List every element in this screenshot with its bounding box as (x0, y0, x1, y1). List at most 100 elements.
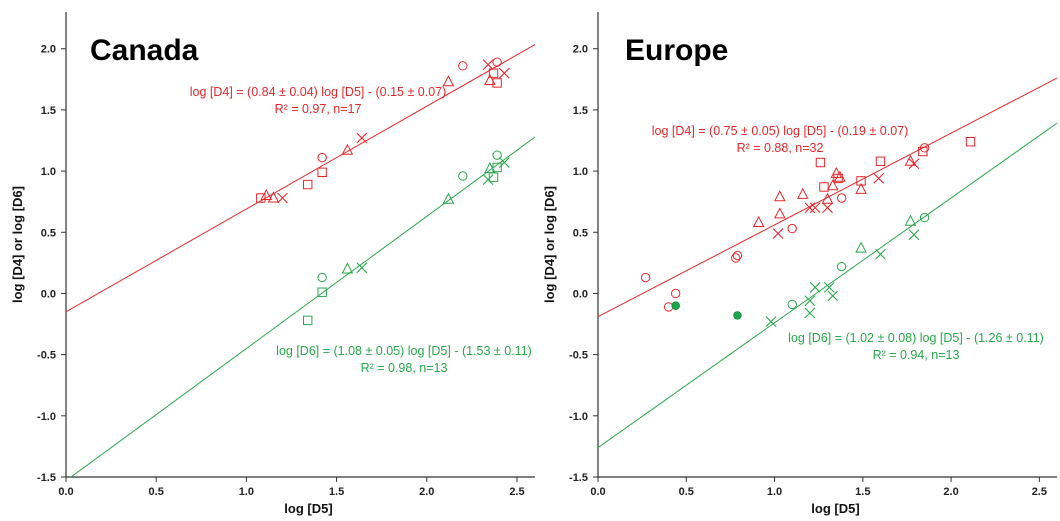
d6-cross-point (875, 248, 886, 260)
d4-square-point (815, 157, 826, 168)
d4-cross-point (873, 173, 885, 184)
y-tick-label: 0.5 (41, 227, 56, 239)
y-tick-label: 2.0 (573, 44, 588, 56)
y-tick-label: 0.5 (573, 227, 588, 239)
d4-triangle-point (267, 191, 280, 203)
d6-square-point (488, 172, 499, 182)
d6-equation-label: log [D6] = (1.02 ± 0.08) log [D5] - (1.2… (788, 331, 1044, 345)
d4-r2-label: R² = 0.88, n=32 (737, 141, 824, 155)
x-tick-label: 1.0 (767, 486, 782, 498)
d6-cross-point (809, 281, 821, 293)
chart-title: Canada (90, 34, 199, 67)
d4-cross-point (772, 228, 784, 239)
canada-chart-panel: -1.5 -1.0 -0.5 0.0 0.5 1.0 1.5 2.0 0.0 0.5 1.0 1.5 2… (10, 12, 535, 516)
d4-cross-point (356, 132, 368, 144)
y-tick-label: -1.5 (569, 472, 588, 484)
x-tick-label: 0.5 (679, 486, 694, 498)
d4-triangle-point (904, 154, 917, 166)
d6-cross-point (827, 290, 839, 302)
d6-cross-point (498, 157, 510, 168)
y-tick-label: 0.0 (41, 288, 56, 300)
y-tick-label: 1.5 (41, 105, 56, 117)
d4-cross-point (822, 202, 833, 214)
d4-triangle-point (752, 215, 765, 227)
d4-square-point (819, 182, 829, 192)
d4-fit-line (598, 77, 1057, 318)
d6-square-point (317, 287, 327, 297)
d4-triangle-point (341, 143, 354, 155)
d4-equation-label: log [D4] = (0.75 ± 0.05) log [D5] - (0.1… (652, 124, 909, 138)
x-tick-label: 2.5 (1032, 486, 1047, 498)
y-tick-label: 1.0 (573, 166, 588, 178)
d4-circle-point (919, 143, 930, 153)
d4-square-point (492, 78, 502, 88)
d6-circle-point (458, 171, 468, 181)
d4-r2-label: R² = 0.97, n=17 (275, 102, 362, 116)
y-axis-label: log [D4] or log [D6] (10, 186, 25, 303)
d4-square-point (303, 179, 313, 190)
d4-cross-point (482, 59, 494, 71)
d4-circle-point (670, 288, 681, 299)
d4-circle-point (836, 193, 847, 203)
d4-circle-point (663, 302, 674, 312)
d6-square-point (492, 162, 502, 173)
x-tick-label: 0.0 (590, 486, 605, 498)
d4-triangle-point (260, 188, 273, 201)
d6-cross-point (804, 295, 816, 307)
d4-square-point (856, 176, 866, 186)
x-tick-label: 1.5 (329, 486, 344, 498)
d4-circle-point (640, 272, 651, 283)
d4-cross-point (277, 192, 288, 204)
y-axis-label: log [D4] or log [D6] (542, 186, 557, 303)
d4-circle-point (492, 57, 502, 67)
d4-square-point (317, 167, 327, 178)
d4-cross-point (809, 202, 821, 214)
d4-square-point (965, 137, 976, 147)
d4-triangle-point (442, 75, 455, 87)
d4-cross-point (804, 202, 816, 214)
d6-cross-point (908, 229, 920, 241)
d6-r2-label: R² = 0.98, n=13 (361, 361, 448, 375)
y-tick-label: -1.0 (37, 411, 56, 423)
x-tick-label: 2.0 (943, 486, 958, 498)
d6-cross-point (804, 307, 816, 319)
d4-equation-label: log [D4] = (0.84 ± 0.04) log [D5] - (0.1… (190, 85, 447, 99)
y-tick-label: 0.0 (573, 288, 588, 300)
d4-cross-point (908, 158, 920, 170)
x-axis-label: log [D5] (284, 501, 332, 516)
x-axis-label: log [D5] (811, 501, 859, 516)
x-tick-label: 1.5 (855, 486, 870, 498)
d4-triangle-point (826, 179, 839, 191)
y-tick-label: 1.0 (41, 166, 56, 178)
x-tick-label: 1.0 (239, 486, 254, 498)
d4-square-point (256, 193, 266, 203)
d6-fit-line (70, 136, 535, 477)
europe-chart-panel: -1.5 -1.0 -0.5 0.0 0.5 1.0 1.5 2.0 0.0 0.5 1.0 1.5 2… (542, 12, 1057, 516)
d4-triangle-point (834, 170, 846, 182)
d6-dot-point (671, 301, 680, 310)
d6-triangle-point (442, 192, 455, 204)
y-tick-label: -1.0 (569, 411, 588, 423)
d4-triangle-point (484, 73, 496, 86)
chart-title: Europe (625, 34, 728, 67)
d4-circle-point (731, 253, 741, 263)
x-tick-label: 2.0 (419, 486, 434, 498)
x-tick-label: 0.0 (58, 486, 73, 498)
d4-circle-point (787, 223, 797, 234)
d4-square-point (488, 68, 499, 78)
d6-circle-point (836, 261, 847, 272)
d6-triangle-point (341, 262, 354, 274)
d6-circle-point (492, 150, 502, 160)
d6-square-point (303, 315, 313, 326)
y-tick-label: -0.5 (569, 350, 588, 362)
y-tick-label: 1.5 (573, 105, 588, 117)
d4-circle-point (458, 61, 468, 71)
d4-triangle-point (774, 190, 786, 202)
d4-circle-point (317, 152, 327, 163)
x-tick-label: 2.5 (509, 486, 524, 498)
d4-triangle-point (821, 192, 834, 204)
d6-cross-point (765, 316, 777, 327)
y-tick-label: -0.5 (37, 350, 56, 362)
x-tick-label: 0.5 (149, 486, 164, 498)
